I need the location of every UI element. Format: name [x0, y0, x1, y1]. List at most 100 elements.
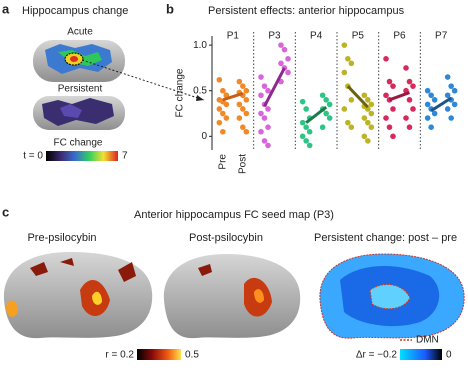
- colorbar-label: Δr = −0.2: [356, 350, 398, 361]
- data-point: [428, 92, 434, 99]
- panel-title: Hippocampus change: [22, 5, 128, 17]
- data-point: [365, 119, 371, 126]
- colorbar-label: r = 0.2: [105, 350, 134, 361]
- data-point: [258, 74, 264, 80]
- data-point: [258, 128, 264, 135]
- data-point: [261, 115, 268, 121]
- panel-title: Anterior hippocampus FC seed map (P3): [134, 209, 334, 221]
- data-point: [444, 74, 451, 80]
- brain-label: Acute: [67, 27, 93, 38]
- y-tick-label: 0: [201, 131, 207, 142]
- data-point: [323, 97, 329, 103]
- data-point: [386, 124, 393, 130]
- data-point: [223, 101, 230, 108]
- data-point: [368, 101, 375, 108]
- data-point: [216, 76, 223, 83]
- arrowhead: [196, 95, 204, 101]
- data-point: [243, 97, 250, 103]
- map-label: Post-psilocybin: [189, 232, 263, 244]
- data-point: [444, 92, 451, 99]
- data-point: [243, 128, 250, 135]
- data-point: [448, 115, 454, 121]
- data-point: [258, 92, 264, 99]
- data-point: [428, 124, 434, 130]
- panel-c: c Anterior hippocampus FC seed map (P3) …: [2, 204, 465, 361]
- data-point: [341, 106, 348, 112]
- data-point: [390, 83, 396, 89]
- data-point: [265, 124, 271, 130]
- data-point: [236, 78, 243, 85]
- data-point: [424, 87, 431, 94]
- data-point: [444, 106, 451, 112]
- data-point: [220, 87, 226, 94]
- data-point: [240, 106, 246, 112]
- data-point: [319, 92, 326, 99]
- colorbar-label: 0: [446, 350, 452, 361]
- data-point: [361, 92, 368, 99]
- data-point: [236, 115, 243, 121]
- data-point: [341, 69, 348, 76]
- data-point: [299, 98, 306, 105]
- data-point: [390, 106, 396, 112]
- data-point: [303, 124, 309, 130]
- data-point: [285, 56, 291, 62]
- y-tick-label: 1.0: [193, 40, 207, 51]
- mean-line: [430, 96, 452, 113]
- chart-title: Persistent effects: anterior hippocampus: [208, 5, 405, 17]
- data-point: [220, 110, 226, 117]
- data-point: [348, 97, 355, 103]
- data-point: [368, 124, 375, 130]
- data-point: [386, 78, 393, 85]
- colorbar-label: t = 0: [23, 151, 43, 162]
- panel-letter: a: [2, 1, 10, 16]
- mean-line: [305, 105, 328, 124]
- fc-map: [70, 56, 78, 62]
- data-point: [365, 97, 371, 103]
- data-point: [265, 142, 271, 149]
- data-point: [368, 110, 375, 117]
- data-point: [410, 106, 416, 112]
- data-point: [281, 46, 288, 53]
- colorbar: [400, 349, 442, 360]
- data-point: [383, 115, 389, 121]
- data-point: [403, 65, 409, 71]
- series-label: P4: [310, 31, 323, 42]
- data-point: [365, 138, 371, 144]
- brain-render: [163, 254, 301, 339]
- data-point: [306, 142, 313, 149]
- data-point: [216, 106, 223, 112]
- colorbar-label: 7: [122, 151, 128, 162]
- data-point: [406, 97, 413, 103]
- fc-blob: [254, 289, 264, 303]
- data-point: [258, 110, 264, 117]
- x-tick-label: Pre: [217, 154, 228, 170]
- data-point: [265, 87, 271, 94]
- data-point: [383, 92, 389, 99]
- data-point: [424, 101, 431, 108]
- data-point: [424, 115, 431, 121]
- legend-label: DMN: [416, 335, 439, 346]
- data-point: [306, 128, 313, 135]
- series-label: P5: [352, 31, 365, 42]
- series-label: P7: [435, 31, 448, 42]
- data-point: [240, 124, 246, 130]
- data-point: [361, 133, 368, 140]
- mean-line: [388, 91, 411, 102]
- panel-letter: c: [2, 204, 9, 219]
- data-point: [223, 115, 230, 121]
- data-point: [243, 110, 250, 117]
- y-tick-label: 0.5: [193, 85, 207, 96]
- data-point: [341, 42, 348, 48]
- data-point: [348, 124, 355, 130]
- series-label: P1: [227, 31, 240, 42]
- series-label: P3: [268, 31, 281, 42]
- data-point: [220, 128, 226, 135]
- data-point: [319, 124, 326, 130]
- map-label: Persistent change: post – pre: [314, 232, 457, 244]
- y-axis-label: FC change: [175, 68, 186, 117]
- series-label: P6: [393, 31, 406, 42]
- brain-label: Persistent: [58, 84, 103, 95]
- data-point: [348, 60, 355, 67]
- data-point: [431, 110, 438, 117]
- data-point: [261, 83, 268, 89]
